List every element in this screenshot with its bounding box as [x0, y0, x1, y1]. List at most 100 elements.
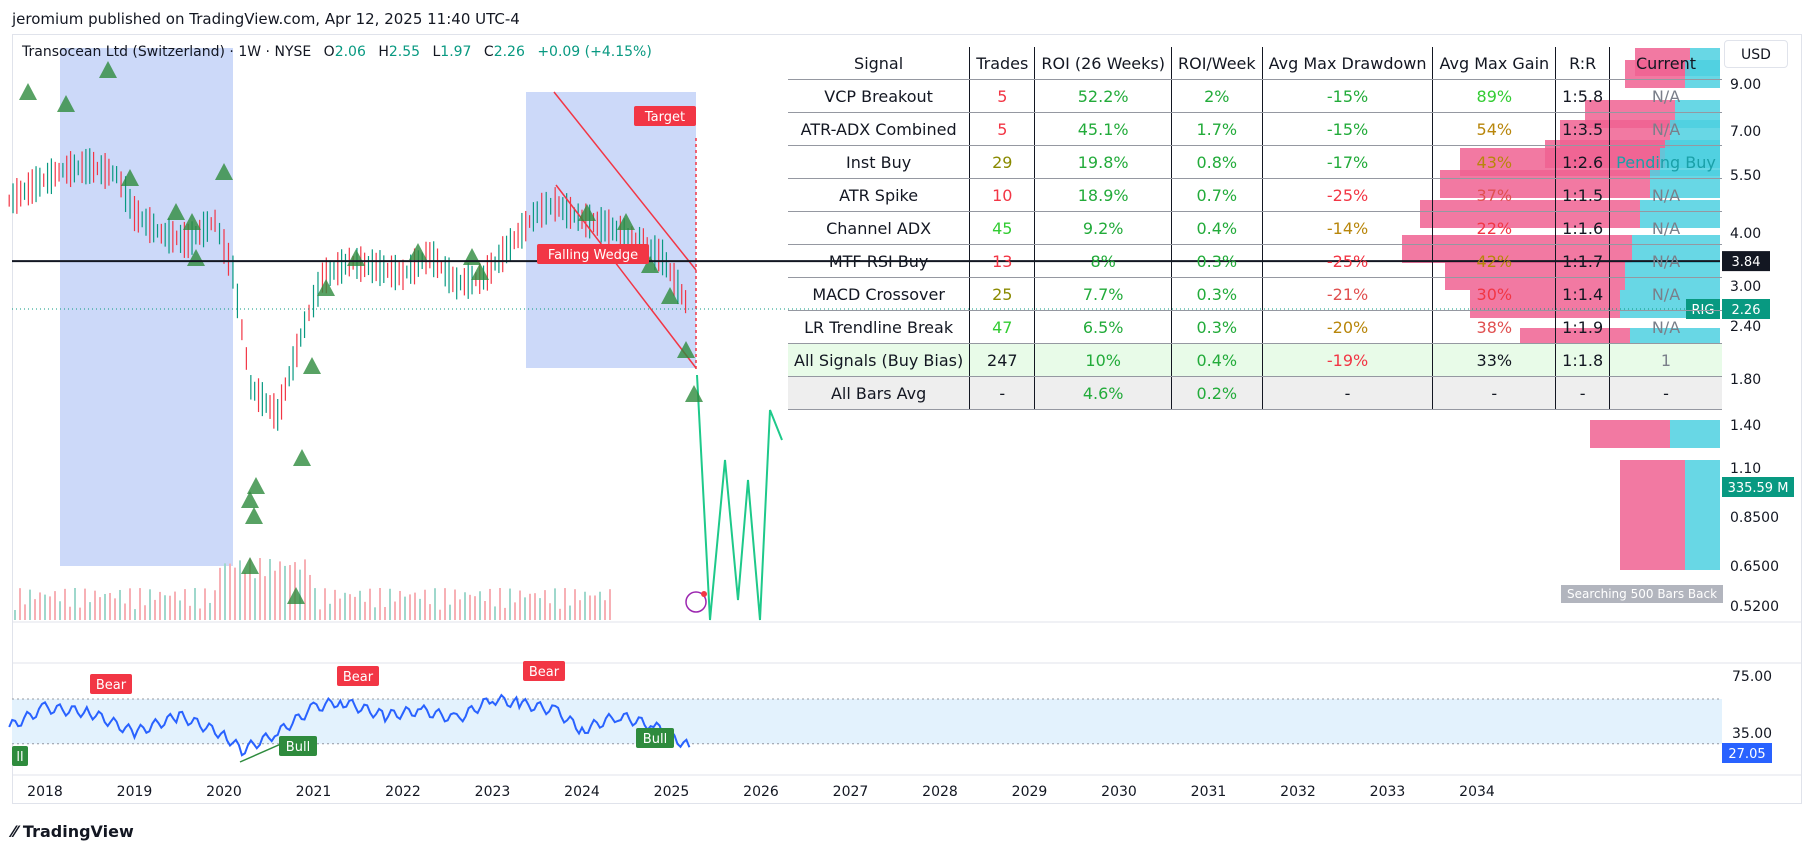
price-tick-label: 1.10 — [1730, 461, 1761, 477]
cell: -25% — [1262, 178, 1434, 212]
year-tick-label: 2018 — [27, 784, 63, 800]
year-tick-label: 2027 — [833, 784, 869, 800]
signal-table: Signal Trades ROI (26 Weeks) ROI/Week Av… — [788, 47, 1722, 410]
cell: 7.7% — [1034, 277, 1172, 311]
signal-triangle — [293, 449, 311, 466]
bear-label-2-bg — [337, 666, 379, 686]
signal-triangle — [677, 341, 695, 358]
cell: - — [1555, 376, 1611, 410]
signal-triangle — [241, 491, 259, 508]
signal-triangle — [641, 256, 659, 273]
cell: 1:1.9 — [1555, 310, 1611, 344]
volume-bar — [254, 578, 256, 620]
volume-bar — [154, 599, 156, 620]
price-tick-label: 7.00 — [1730, 124, 1761, 140]
cell: -21% — [1262, 277, 1434, 311]
table-row: LR Trendline Break 47 6.5% 0.3% -20% 38%… — [788, 310, 1722, 344]
volume-bar — [179, 600, 181, 620]
cell: 38% — [1432, 310, 1557, 344]
cell: VCP Breakout — [788, 79, 971, 113]
volume-bar — [479, 591, 481, 620]
symbol-legend: Transocean Ltd (Switzerland) · 1W · NYSE… — [22, 44, 652, 60]
cell: 0.3% — [1171, 310, 1263, 344]
signal-triangle — [578, 204, 596, 221]
year-tick-label: 2031 — [1191, 784, 1227, 800]
cell: 1:3.5 — [1555, 112, 1611, 146]
horizontal-line-label: 3.84 — [1732, 255, 1761, 270]
open-value: 2.06 — [334, 44, 366, 60]
volume-bar — [44, 594, 46, 620]
header-trades: Trades — [969, 47, 1036, 80]
volume-bar — [94, 590, 96, 620]
year-tick-label: 2025 — [654, 784, 690, 800]
cell: 1:1.7 — [1555, 244, 1611, 278]
cell: 4.6% — [1034, 376, 1172, 410]
volume-bar — [264, 576, 266, 620]
target-label: Target — [644, 110, 685, 125]
volume-bar — [199, 608, 201, 620]
bull-label-partial-bg — [12, 746, 28, 766]
header-current: Current — [1609, 47, 1722, 80]
close-value: 2.26 — [493, 44, 525, 60]
volume-bar — [374, 607, 376, 620]
tradingview-logo[interactable]: ⁄⁄ TradingView — [12, 822, 134, 841]
cell: N/A — [1609, 178, 1722, 212]
bull-label-1: Bull — [286, 740, 310, 755]
year-tick-label: 2026 — [743, 784, 779, 800]
volume-bar — [354, 596, 356, 620]
volume-bar — [89, 602, 91, 620]
cell: 13 — [969, 244, 1036, 278]
header-rr: R:R — [1555, 47, 1611, 80]
volume-bar — [229, 563, 231, 620]
table-row: MTF RSI Buy 13 8% 0.3% -25% 42% 1:1.7 N/… — [788, 244, 1722, 278]
volume-bar — [74, 588, 76, 620]
symbol-name[interactable]: Transocean Ltd (Switzerland) · 1W · NYSE — [22, 44, 312, 60]
table-row: Inst Buy 29 19.8% 0.8% -17% 43% 1:2.6 Pe… — [788, 145, 1722, 179]
header-gain: Avg Max Gain — [1432, 47, 1557, 80]
cell: 8% — [1034, 244, 1172, 278]
cell: Channel ADX — [788, 211, 971, 245]
cell: N/A — [1609, 310, 1722, 344]
header-roi: ROI (26 Weeks) — [1034, 47, 1172, 80]
volume-bar — [549, 603, 551, 620]
volume-bar — [459, 599, 461, 620]
volume-bar — [604, 600, 606, 620]
volume-bar — [164, 595, 166, 620]
volume-bar — [559, 608, 561, 620]
volume-bar — [209, 602, 211, 620]
cell: 1.7% — [1171, 112, 1263, 146]
cell: MTF RSI Buy — [788, 244, 971, 278]
table-row: VCP Breakout 5 52.2% 2% -15% 89% 1:5.8 N… — [788, 79, 1722, 113]
cell: 0.3% — [1171, 277, 1263, 311]
falling-wedge-label: Falling Wedge — [548, 248, 638, 263]
signal-triangle — [661, 287, 679, 304]
signal-triangle — [317, 279, 335, 296]
volume-bar — [224, 563, 226, 620]
volume-bar — [564, 588, 566, 620]
close-label: C — [483, 44, 494, 60]
volume-bar — [524, 597, 526, 620]
volume-bar — [514, 602, 516, 620]
year-tick-label: 2021 — [296, 784, 332, 800]
cell: 10 — [969, 178, 1036, 212]
rsi-tick-label: 75.00 — [1732, 669, 1772, 685]
volume-bar — [239, 560, 241, 620]
bear-zone-shade — [60, 48, 233, 566]
table-row-summary: All Signals (Buy Bias) 247 10% 0.4% -19%… — [788, 343, 1722, 377]
volume-bar — [64, 588, 66, 620]
volume-bar — [469, 594, 471, 620]
open-label: O — [323, 44, 335, 60]
cell: LR Trendline Break — [788, 310, 971, 344]
year-tick-label: 2034 — [1459, 784, 1495, 800]
volume-bar — [274, 570, 276, 620]
volume-bar — [439, 609, 441, 620]
cell: -19% — [1262, 343, 1434, 377]
high-label: H — [378, 44, 389, 60]
cell: 18.9% — [1034, 178, 1172, 212]
currency-button[interactable]: USD — [1724, 40, 1788, 68]
cell: 54% — [1432, 112, 1557, 146]
cell: -25% — [1262, 244, 1434, 278]
cell: ATR-ADX Combined — [788, 112, 971, 146]
volume-bar — [594, 595, 596, 620]
signal-triangle — [409, 243, 427, 260]
